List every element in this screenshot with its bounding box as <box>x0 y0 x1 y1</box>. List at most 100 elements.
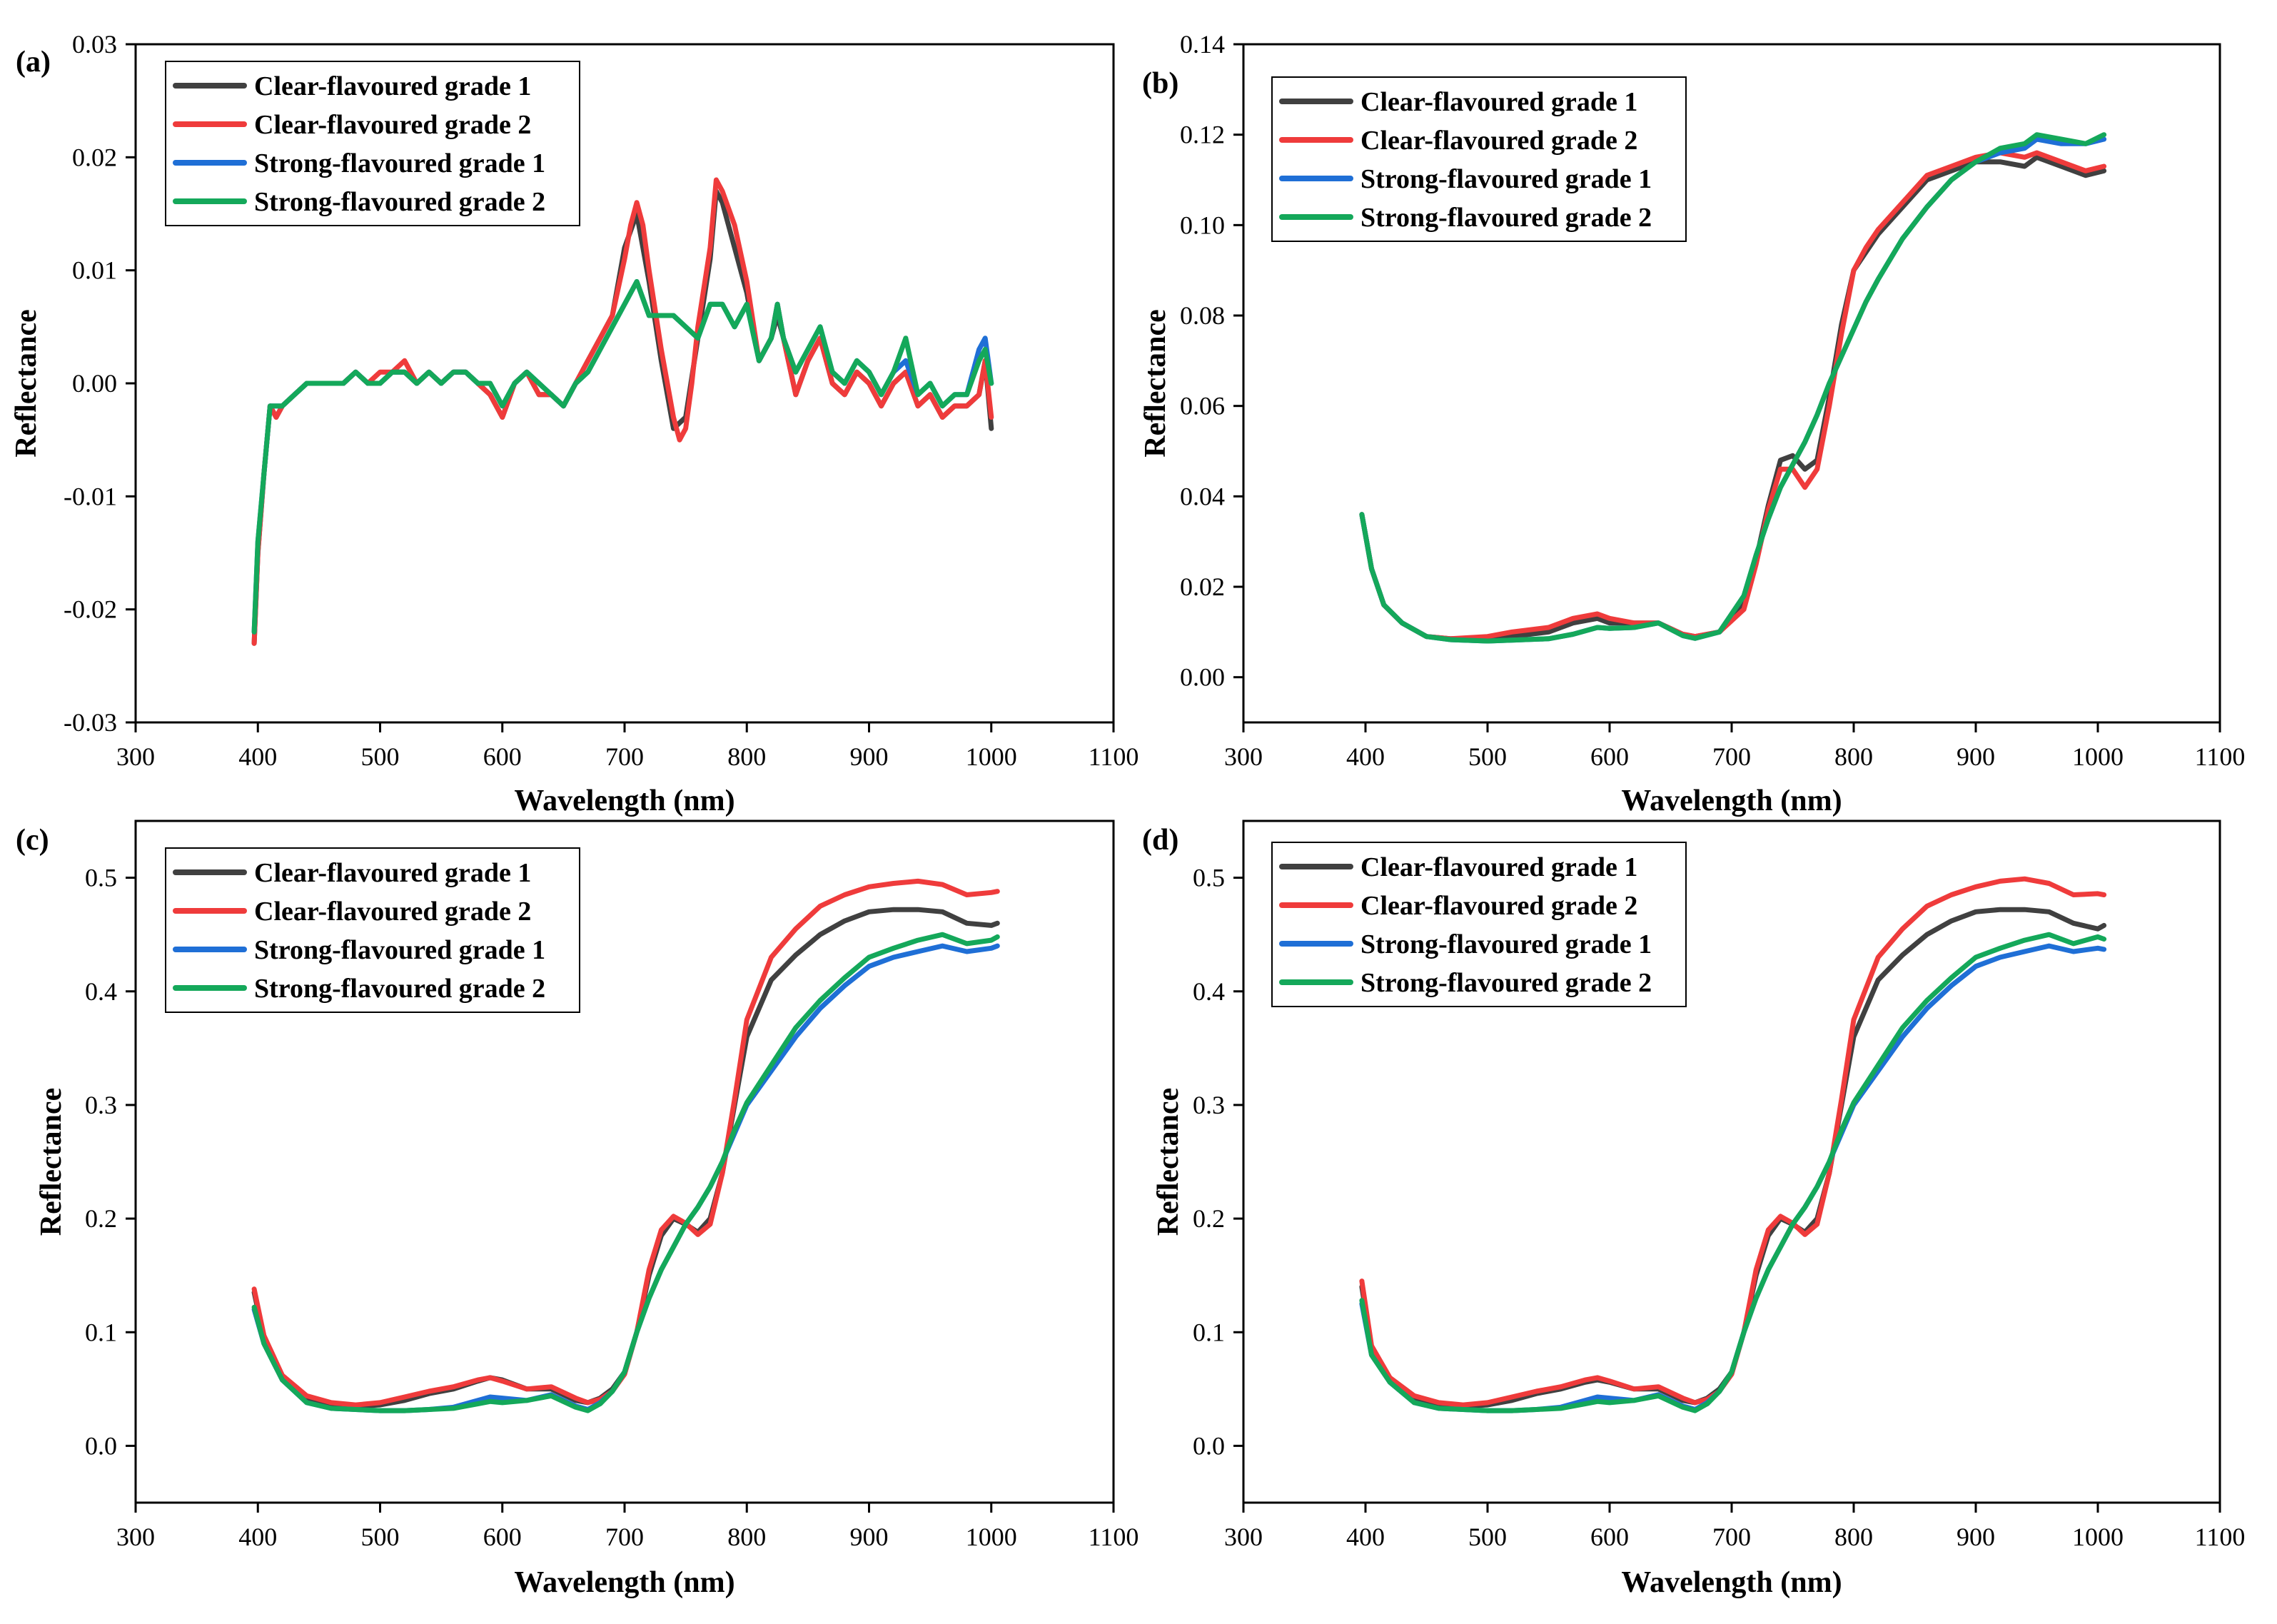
legend-label: Strong-flavoured grade 1 <box>254 935 545 965</box>
legend-item: Clear-flavoured grade 2 <box>173 110 531 140</box>
x-tick-label: 1100 <box>1089 742 1139 771</box>
legend-label: Strong-flavoured grade 1 <box>254 148 545 178</box>
x-tick-label: 400 <box>238 1523 277 1551</box>
x-tick-label: 500 <box>361 742 400 771</box>
x-tick-label: 900 <box>850 1523 889 1551</box>
x-tick-label: 900 <box>1957 742 1995 771</box>
y-axis-label: Reflectance <box>10 309 43 458</box>
chart-panel-d: 300 400 500 600 700 800 900 1000 1100 0.0 0.1 0.2 0.… <box>1142 819 2246 1599</box>
x-tick-label: 800 <box>727 1523 766 1551</box>
legend-item: Strong-flavoured grade 1 <box>173 935 545 965</box>
legend-item: Strong-flavoured grade 1 <box>1279 929 1652 959</box>
legend-label: Clear-flavoured grade 1 <box>254 71 531 101</box>
x-tick-label: 1000 <box>966 742 1017 771</box>
x-tick-label: 1000 <box>966 1523 1017 1551</box>
x-tick-label: 600 <box>1590 742 1629 771</box>
y-tick-label: 0.03 <box>72 30 117 59</box>
y-axis-label: Reflectance <box>35 1088 68 1236</box>
legend-item: Clear-flavoured grade 2 <box>1279 891 1637 921</box>
x-axis-label: Wavelength (nm) <box>514 785 734 817</box>
series-line-strong-flavoured-grade-2 <box>1359 932 2107 1413</box>
legend-label: Strong-flavoured grade 2 <box>254 187 545 217</box>
series-line-strong-flavoured-grade-2 <box>251 279 994 635</box>
legend-box <box>165 847 580 1013</box>
legend-label: Strong-flavoured grade 2 <box>1360 968 1652 998</box>
x-tick-label: 500 <box>1468 1523 1507 1551</box>
legend: Clear-flavoured grade 1 Clear-flavoured g… <box>1271 76 1687 242</box>
legend-box <box>1271 842 1687 1007</box>
x-tick-label: 700 <box>1712 742 1751 771</box>
legend-label: Clear-flavoured grade 1 <box>254 858 531 888</box>
y-tick-label: 0.06 <box>1180 392 1225 420</box>
x-tick-label: 700 <box>1712 1523 1751 1551</box>
legend-item: Strong-flavoured grade 2 <box>173 187 545 217</box>
y-tick-label: -0.01 <box>64 482 117 510</box>
y-tick-label: 0.14 <box>1180 30 1225 59</box>
y-tick-label: 0.2 <box>85 1204 117 1233</box>
y-tick-label: 0.4 <box>1193 977 1225 1006</box>
chart-panel-c: 300 400 500 600 700 800 900 1000 1100 0.0 0.1 0.2 0.… <box>16 819 1139 1599</box>
x-tick-label: 300 <box>1224 742 1263 771</box>
x-tick-label: 400 <box>1346 742 1385 771</box>
panel-label: (b) <box>1142 67 1178 100</box>
y-tick-label: 0.3 <box>85 1091 117 1119</box>
y-tick-label: 0.5 <box>85 864 117 892</box>
legend-item: Clear-flavoured grade 1 <box>1279 87 1637 117</box>
y-tick-label: 0.1 <box>85 1318 117 1346</box>
legend-label: Clear-flavoured grade 1 <box>1360 87 1637 117</box>
legend: Clear-flavoured grade 1 Clear-flavoured g… <box>1271 842 1687 1007</box>
legend-label: Clear-flavoured grade 2 <box>1360 891 1637 921</box>
x-tick-label: 600 <box>483 742 522 771</box>
x-tick-label: 700 <box>605 1523 644 1551</box>
y-tick-label: 0.4 <box>85 977 117 1006</box>
legend: Clear-flavoured grade 1 Clear-flavoured g… <box>165 61 580 226</box>
y-tick-label: 0.01 <box>72 256 117 285</box>
legend-label: Strong-flavoured grade 1 <box>1360 164 1652 194</box>
y-tick-label: -0.02 <box>64 595 117 624</box>
x-tick-label: 1100 <box>1089 1523 1139 1551</box>
legend-item: Strong-flavoured grade 2 <box>1279 203 1652 233</box>
y-tick-label: 0.02 <box>72 143 117 171</box>
y-axis-label: Reflectance <box>1139 309 1172 458</box>
legend-item: Clear-flavoured grade 1 <box>173 858 531 888</box>
legend-box <box>165 61 580 226</box>
y-tick-label: 0.00 <box>72 369 117 398</box>
legend-item: Clear-flavoured grade 1 <box>173 71 531 101</box>
chart-panel-a: 300 400 500 600 700 800 900 1000 1100 -0.03 -0.02 -… <box>10 30 1138 817</box>
x-tick-label: 900 <box>850 742 889 771</box>
series-line-strong-flavoured-grade-1 <box>1359 943 2107 1413</box>
y-tick-label: 0.00 <box>1180 663 1225 692</box>
x-tick-label: 1100 <box>2195 1523 2246 1551</box>
x-tick-label: 800 <box>1834 742 1873 771</box>
legend-box <box>1271 76 1687 242</box>
series-line-clear-flavoured-grade-2 <box>1359 150 2107 642</box>
x-tick-label: 800 <box>1834 1523 1873 1551</box>
panel-label: (d) <box>1142 824 1178 857</box>
y-tick-label: 0.5 <box>1193 864 1225 892</box>
x-tick-label: 600 <box>1590 1523 1629 1551</box>
x-tick-label: 500 <box>361 1523 400 1551</box>
panel-label: (a) <box>16 46 51 79</box>
y-tick-label: 0.02 <box>1180 573 1225 601</box>
x-tick-label: 300 <box>1224 1523 1263 1551</box>
y-axis-label: Reflectance <box>1152 1088 1185 1236</box>
y-tick-label: 0.1 <box>1193 1318 1225 1346</box>
y-tick-label: -0.03 <box>64 708 117 737</box>
legend-item: Strong-flavoured grade 1 <box>173 148 545 178</box>
legend-label: Clear-flavoured grade 2 <box>254 110 531 140</box>
x-tick-label: 600 <box>483 1523 522 1551</box>
series-line-strong-flavoured-grade-1 <box>251 279 994 635</box>
y-tick-label: 0.12 <box>1180 121 1225 149</box>
legend-label: Strong-flavoured grade 2 <box>254 974 545 1004</box>
x-tick-label: 800 <box>727 742 766 771</box>
x-tick-label: 1100 <box>2195 742 2246 771</box>
x-tick-label: 400 <box>1346 1523 1385 1551</box>
legend-label: Clear-flavoured grade 2 <box>254 897 531 927</box>
series-line-strong-flavoured-grade-2 <box>251 932 1000 1413</box>
series-line-strong-flavoured-grade-1 <box>251 943 1000 1413</box>
series-line-strong-flavoured-grade-2 <box>1359 132 2107 644</box>
x-tick-label: 1000 <box>2072 1523 2124 1551</box>
legend-item: Clear-flavoured grade 1 <box>1279 852 1637 882</box>
x-tick-label: 300 <box>116 1523 155 1551</box>
